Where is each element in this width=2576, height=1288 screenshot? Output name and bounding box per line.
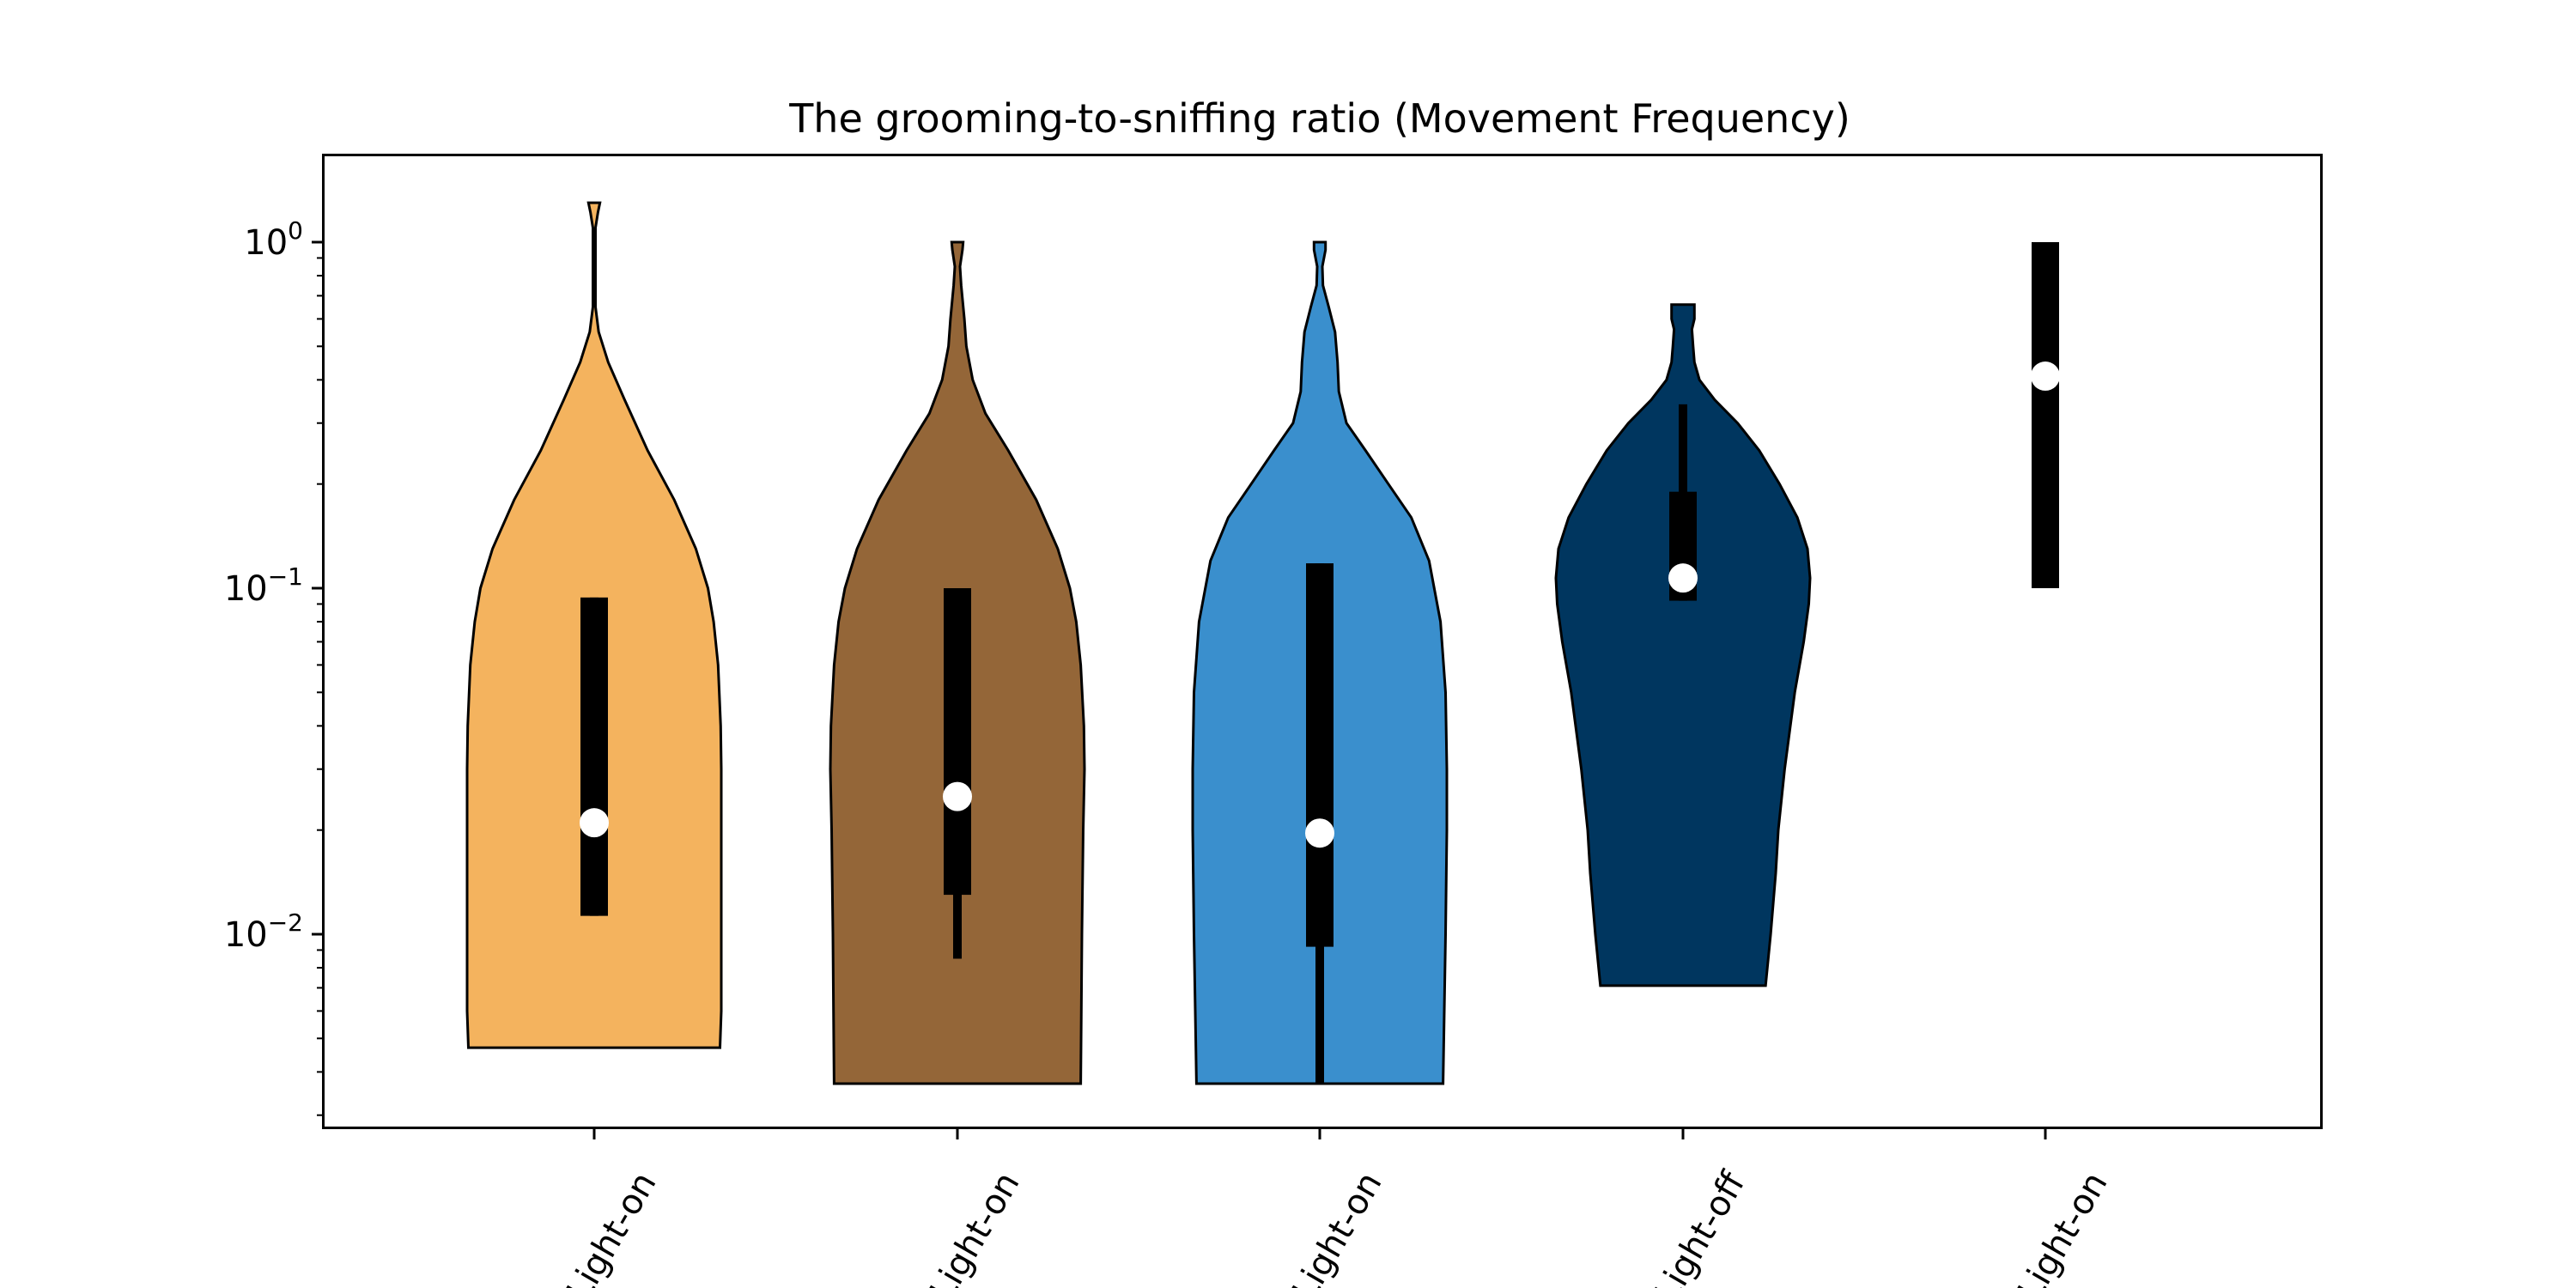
violin-iqr-box [2032, 242, 2059, 588]
x-axis: Light-on Light-on Light-on Light-off Light-o… [559, 1127, 2116, 1288]
violin-iqr-box [580, 597, 608, 916]
y-tick-label: 10−1 [224, 562, 303, 609]
violin-median-dot [943, 781, 972, 811]
violin-median-dot [1668, 563, 1698, 593]
x-tick-label: Light-off [1647, 1164, 1753, 1288]
x-tick-label: Light-on [922, 1165, 1027, 1288]
violin-iqr-box [944, 588, 971, 896]
y-tick-label: 100 [244, 216, 303, 263]
violin-body [1554, 303, 1812, 987]
violin-median-dot [580, 808, 609, 838]
chart-title: The grooming-to-sniffing ratio (Movement… [788, 95, 1850, 142]
x-tick-label: Light-on [2010, 1165, 2115, 1288]
violin-iqr-box [1306, 563, 1334, 947]
x-tick-label: Light-on [1285, 1165, 1389, 1288]
violin-median-dot [1305, 818, 1334, 848]
violin-layer [465, 201, 1812, 1085]
x-tick-label: Light-on [559, 1165, 664, 1288]
y-axis: 100 10−1 10−2 [224, 216, 324, 1116]
y-tick-label: 10−2 [224, 908, 303, 955]
box-layer [580, 242, 2060, 1084]
violin-median-dot [2031, 361, 2060, 392]
